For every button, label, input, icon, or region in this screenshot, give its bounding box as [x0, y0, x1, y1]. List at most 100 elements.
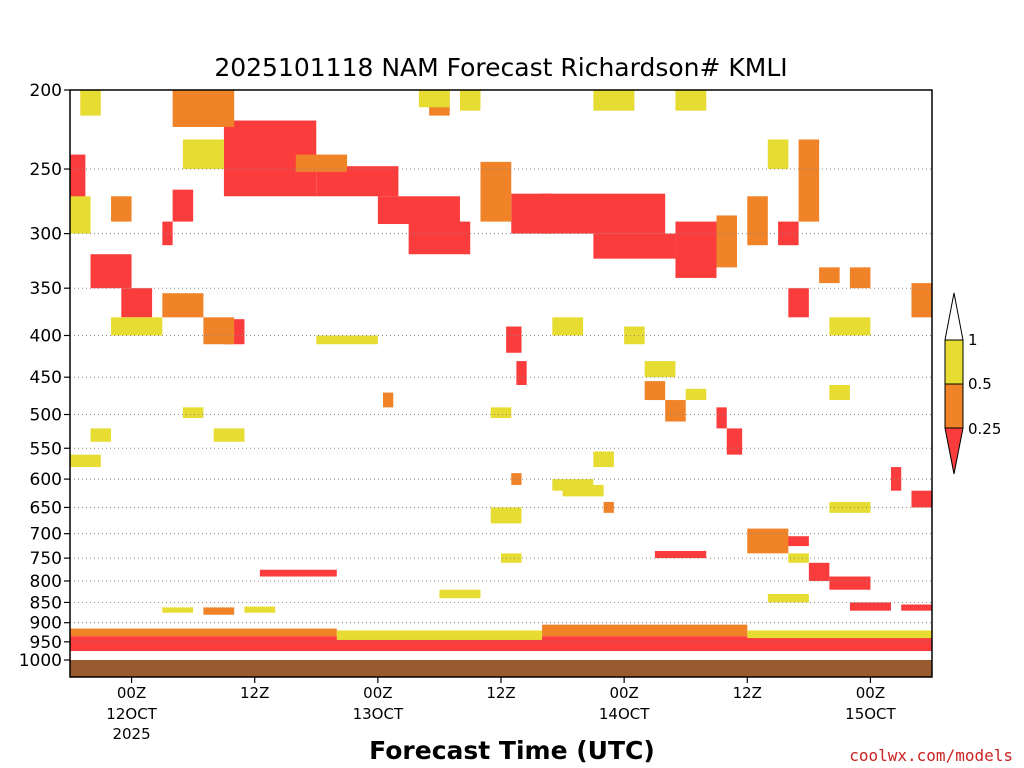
y-tick-label: 200: [30, 81, 62, 101]
ri-cell-low: [516, 361, 527, 385]
ri-cell-low: [808, 562, 830, 581]
ri-cell-high: [80, 90, 101, 116]
ri-cell-high: [767, 139, 789, 170]
y-tick-label: 250: [30, 160, 62, 180]
x-axis: 00Z 12OCT 2025 12Z 00Z 13OCT 12Z 00Z 14OCT 12Z 00Z…: [106, 677, 897, 743]
ri-cell-mid: [644, 381, 666, 401]
ri-cell-high: [829, 501, 871, 513]
ri-cell-low: [90, 254, 132, 289]
ri-cell-high: [90, 428, 112, 442]
ri-cell-low: [829, 576, 871, 590]
ri-cell-mid: [849, 267, 871, 289]
y-tick-label: 300: [30, 225, 62, 245]
ri-cell-low: [849, 602, 891, 611]
ri-cell-high: [70, 454, 101, 468]
ri-cell-low: [726, 428, 743, 455]
y-tick-label: 500: [30, 406, 62, 426]
ri-cell-mid: [382, 392, 394, 408]
ri-cell-mid: [716, 215, 738, 268]
ri-cell-high: [490, 507, 522, 524]
x-tick-label: 00Z: [363, 684, 392, 702]
ri-cell-low: [890, 467, 902, 491]
ri-cell-high: [439, 589, 481, 599]
x-tick-label: 12Z: [733, 684, 762, 702]
ri-cell-mid: [203, 607, 235, 615]
y-axis: 200 250 300 350 400 450 500 550 600 650 700 750 8008…: [19, 81, 70, 671]
x-tick-label: 00Z: [609, 684, 638, 702]
x-tick-date: 14OCT: [599, 705, 650, 723]
ri-cell-low: [675, 221, 717, 278]
ri-cell-mid: [911, 283, 932, 318]
y-tick-label: 350: [30, 279, 62, 299]
ri-cell-low: [716, 407, 727, 429]
ri-cell-high: [70, 196, 91, 234]
ri-cell-high: [490, 407, 512, 419]
ri-cell-mid: [603, 501, 614, 513]
ri-cell-high: [593, 451, 614, 468]
ri-cell-high: [459, 90, 481, 111]
x-tick-year: 2025: [112, 725, 150, 743]
ri-cell-mid: [798, 139, 820, 222]
ri-cell-mid: [480, 161, 512, 222]
ri-cell-mid: [295, 154, 348, 172]
y-tick-label: 800: [30, 572, 62, 592]
ri-cell-low: [542, 193, 666, 234]
x-tick-date: 13OCT: [353, 705, 404, 723]
colorbar-label: 0.5: [968, 375, 992, 393]
ri-cell-high: [182, 139, 224, 170]
x-tick-date: 12OCT: [106, 705, 157, 723]
colorbar-red-triangle: [944, 427, 964, 475]
x-axis-label: Forecast Time (UTC): [369, 736, 655, 765]
chart-title: 2025101118 NAM Forecast Richardson# KMLI: [214, 53, 787, 82]
x-tick-label: 00Z: [856, 684, 885, 702]
y-tick-label: 850: [30, 593, 62, 613]
credit-text: coolwx.com/models: [849, 746, 1013, 765]
ri-cell-high: [675, 90, 707, 111]
x-tick-label: 00Z: [117, 684, 146, 702]
ri-cell-high: [213, 428, 245, 442]
ri-cell-low: [162, 221, 173, 246]
ri-cell-high: [244, 606, 276, 613]
ri-cell-high: [501, 553, 522, 563]
ri-cell-mid: [172, 90, 235, 127]
ri-cell-mid: [819, 267, 840, 284]
y-tick-label: 1000: [19, 651, 62, 671]
plot-area: [70, 90, 932, 677]
ri-cell-mid: [747, 528, 789, 554]
ri-cell-high: [111, 317, 163, 336]
ri-cell-low: [654, 550, 707, 559]
ri-cell-mid: [511, 473, 522, 485]
ri-cell-high: [644, 361, 676, 378]
colorbar-orange-box: [944, 383, 964, 429]
y-tick-label: 400: [30, 326, 62, 346]
ri-cell-mid: [162, 293, 204, 318]
ri-cell-high: [182, 407, 204, 419]
ri-cell-high: [162, 607, 194, 613]
y-tick-label: 750: [30, 549, 62, 569]
y-tick-label: 900: [30, 614, 62, 634]
ri-cell-low: [911, 490, 932, 508]
ri-cell-mid: [747, 196, 768, 246]
x-tick-date: 15OCT: [845, 705, 896, 723]
bl-band: [70, 636, 932, 652]
ri-cell-high: [829, 384, 850, 401]
ri-cell-high: [316, 335, 378, 345]
ground-band: [70, 660, 932, 677]
ri-cell-high: [418, 90, 450, 108]
ri-cell-low: [788, 288, 809, 318]
bl-band: [747, 630, 932, 639]
bl-band: [542, 624, 748, 637]
ri-cell-high: [552, 317, 584, 336]
ri-cell-low: [121, 288, 153, 318]
ri-cell-low: [772, 536, 809, 547]
ri-cell-low: [70, 154, 86, 199]
ri-cell-low: [778, 221, 799, 246]
y-tick-label: 650: [30, 498, 62, 518]
grid-lines: [70, 168, 932, 643]
ri-cell-low: [593, 233, 676, 259]
colorbar-white-triangle: [944, 292, 964, 341]
x-tick-label: 12Z: [486, 684, 515, 702]
colorbar: 1 0.5 0.25: [944, 292, 1001, 475]
ri-cell-high: [767, 594, 809, 603]
ri-cell-high: [552, 479, 594, 491]
